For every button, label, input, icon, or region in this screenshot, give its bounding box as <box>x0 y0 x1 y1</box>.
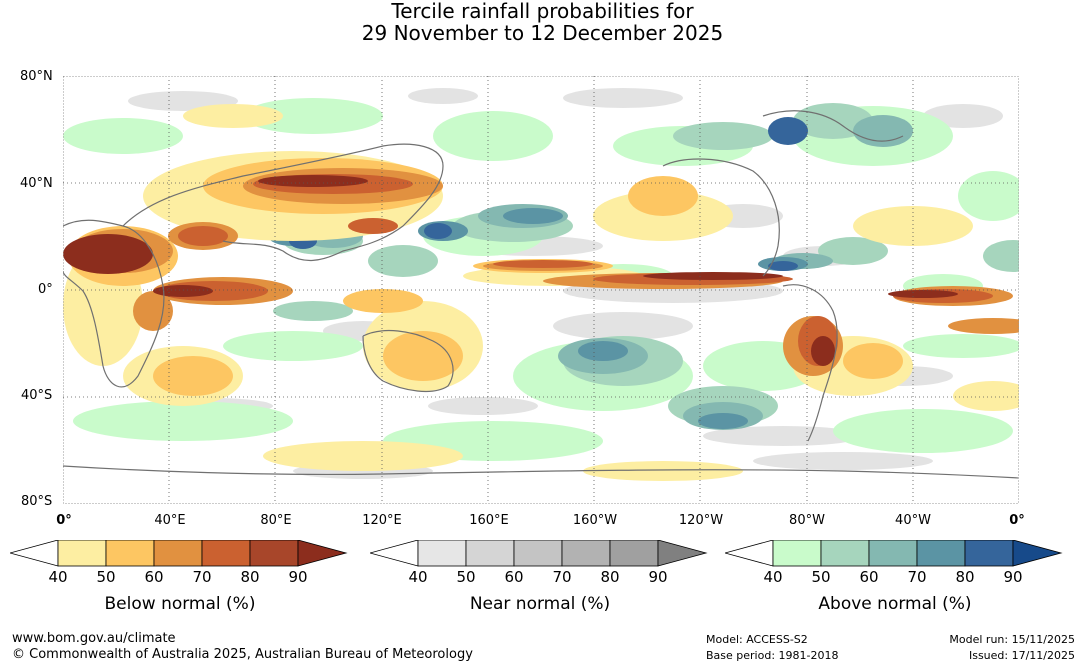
legend-tick-label: 50 <box>456 568 475 586</box>
coastlines <box>63 110 1019 479</box>
map-title-line2: 29 November to 12 December 2025 <box>361 21 724 45</box>
lon-label-40w: 40°W <box>895 513 931 528</box>
legend-color-box <box>249 540 299 567</box>
legend-tick-label: 60 <box>859 568 878 586</box>
legend-tick-label: 80 <box>955 568 974 586</box>
legend-tick-label: 90 <box>288 568 307 586</box>
legend-upper-triangle <box>1012 540 1063 567</box>
map-title-line1: Tercile rainfall probabilities for <box>391 0 694 23</box>
legend-lower-triangle <box>370 540 419 567</box>
legend-lower-triangle <box>725 540 774 567</box>
legend-color-box <box>561 540 611 567</box>
lon-label-80w: 80°W <box>789 513 825 528</box>
legend-title-near: Near normal (%) <box>469 594 611 614</box>
lon-label-160w: 160°W <box>572 513 618 528</box>
legend-color-box <box>609 540 659 567</box>
lon-label-120w: 120°W <box>678 513 724 528</box>
lat-label-40s: 40°S <box>21 388 53 403</box>
legend-title-below: Below normal (%) <box>104 594 256 614</box>
map-frame <box>63 76 1019 504</box>
lat-label-80s: 80°S <box>21 494 53 509</box>
lat-label-40n: 40°N <box>20 176 53 191</box>
legend-tick-label: 60 <box>144 568 163 586</box>
lon-label-0-right: 0° <box>1009 513 1025 528</box>
legend-color-box <box>820 540 870 567</box>
legend-tick-label: 90 <box>1003 568 1022 586</box>
legend-color-box <box>964 540 1014 567</box>
lon-label-0-left: 0° <box>56 513 72 528</box>
graticule <box>63 76 1019 504</box>
legend-color-box <box>201 540 251 567</box>
lon-label-40e: 40°E <box>154 513 186 528</box>
legend-tick-label: 40 <box>48 568 67 586</box>
footer-issued: Issued: 17/11/2025 <box>968 649 1075 662</box>
lat-label-80n: 80°N <box>20 69 53 84</box>
lat-label-0: 0° <box>38 282 53 297</box>
legend-tick-label: 70 <box>907 568 926 586</box>
legend-color-box <box>916 540 966 567</box>
legend-tick-label: 50 <box>811 568 830 586</box>
legend-tick-label: 40 <box>763 568 782 586</box>
legend-tick-label: 40 <box>408 568 427 586</box>
footer-model-run: Model run: 15/11/2025 <box>949 633 1075 646</box>
footer-base-period: Base period: 1981-2018 <box>706 649 839 662</box>
legend-tick-label: 70 <box>192 568 211 586</box>
footer-model: Model: ACCESS-S2 <box>706 633 808 646</box>
legend-tick-label: 80 <box>600 568 619 586</box>
legend-lower-triangle <box>10 540 59 567</box>
legend-tick-label: 50 <box>96 568 115 586</box>
legend-color-box <box>513 540 563 567</box>
probability-fields <box>63 88 1019 481</box>
footer-copyright: © Commonwealth of Australia 2025, Austra… <box>12 647 473 662</box>
legend-color-box <box>868 540 918 567</box>
legend-color-box <box>153 540 203 567</box>
legend-color-box <box>465 540 515 567</box>
legend-tick-label: 80 <box>240 568 259 586</box>
rainfall-probability-map <box>63 76 1019 504</box>
legend-tick-label: 60 <box>504 568 523 586</box>
legend-upper-triangle <box>657 540 708 567</box>
legend-tick-label: 90 <box>648 568 667 586</box>
legend-color-box <box>772 540 822 567</box>
lon-label-160e: 160°E <box>469 513 509 528</box>
legend-tick-label: 70 <box>552 568 571 586</box>
legend-color-box <box>105 540 155 567</box>
legend-color-box <box>57 540 107 567</box>
lon-label-120e: 120°E <box>362 513 402 528</box>
legend-upper-triangle <box>297 540 348 567</box>
legend-color-box <box>417 540 467 567</box>
footer-url: www.bom.gov.au/climate <box>12 631 176 646</box>
legend-title-above: Above normal (%) <box>818 594 972 614</box>
legend-below-normal: 40 50 60 70 80 90 <box>10 540 348 586</box>
legend-near-normal: 40 50 60 70 80 90 <box>370 540 708 586</box>
legend-above-normal: 40 50 60 70 80 90 <box>725 540 1063 586</box>
lon-label-80e: 80°E <box>260 513 292 528</box>
